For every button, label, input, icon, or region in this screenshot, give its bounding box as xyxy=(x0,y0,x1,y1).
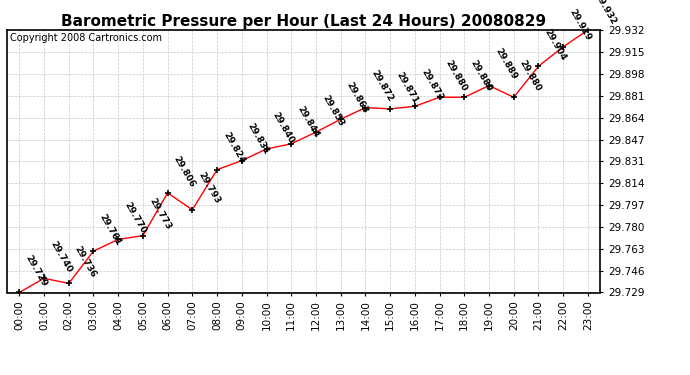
Text: 29.806: 29.806 xyxy=(172,154,197,189)
Text: 29.904: 29.904 xyxy=(542,27,568,62)
Text: 29.873: 29.873 xyxy=(419,68,444,102)
Text: 29.919: 29.919 xyxy=(567,8,593,43)
Text: 29.880: 29.880 xyxy=(518,58,543,93)
Text: 29.932: 29.932 xyxy=(592,0,618,26)
Text: 29.853: 29.853 xyxy=(320,93,345,128)
Text: 29.736: 29.736 xyxy=(73,244,98,279)
Text: 29.872: 29.872 xyxy=(370,69,395,104)
Text: 29.761: 29.761 xyxy=(97,212,123,247)
Text: 29.840: 29.840 xyxy=(270,110,296,145)
Text: 29.880: 29.880 xyxy=(444,58,469,93)
Text: 29.773: 29.773 xyxy=(147,196,172,231)
Text: Copyright 2008 Cartronics.com: Copyright 2008 Cartronics.com xyxy=(10,33,162,43)
Title: Barometric Pressure per Hour (Last 24 Hours) 20080829: Barometric Pressure per Hour (Last 24 Ho… xyxy=(61,14,546,29)
Text: 29.740: 29.740 xyxy=(48,239,73,274)
Text: 29.770: 29.770 xyxy=(122,201,148,236)
Text: 29.863: 29.863 xyxy=(345,81,370,115)
Text: 29.793: 29.793 xyxy=(197,171,221,206)
Text: 29.824: 29.824 xyxy=(221,131,246,165)
Text: 29.729: 29.729 xyxy=(23,254,49,288)
Text: 29.844: 29.844 xyxy=(295,105,321,140)
Text: 29.880: 29.880 xyxy=(469,58,493,93)
Text: 29.889: 29.889 xyxy=(493,47,518,81)
Text: 29.871: 29.871 xyxy=(394,70,420,105)
Text: 29.831: 29.831 xyxy=(246,122,271,156)
